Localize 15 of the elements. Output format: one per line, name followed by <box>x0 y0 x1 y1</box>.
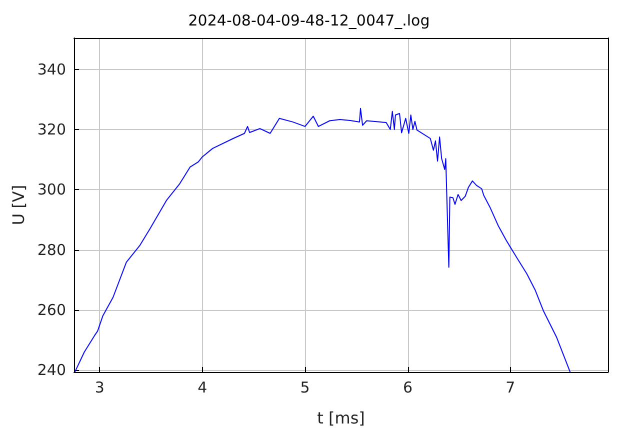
y-tick-label: 320 <box>37 120 66 138</box>
y-axis-title: U [V] <box>8 184 28 226</box>
x-axis-title: t [ms] <box>317 408 365 428</box>
y-tick-label: 260 <box>37 301 66 320</box>
line-series <box>74 108 571 372</box>
x-tick-label: 5 <box>300 378 310 396</box>
chart-title: 2024-08-04-09-48-12_0047_.log <box>188 12 430 30</box>
x-tick-label: 4 <box>198 378 208 396</box>
x-tick-label: 7 <box>506 378 516 396</box>
y-tick-label: 300 <box>37 180 66 199</box>
y-tick-label: 240 <box>37 361 66 380</box>
y-tick-label: 340 <box>37 60 66 78</box>
y-tick-label: 280 <box>37 240 66 259</box>
x-tick-label: 3 <box>94 378 104 396</box>
x-tick-label: 6 <box>402 378 413 396</box>
